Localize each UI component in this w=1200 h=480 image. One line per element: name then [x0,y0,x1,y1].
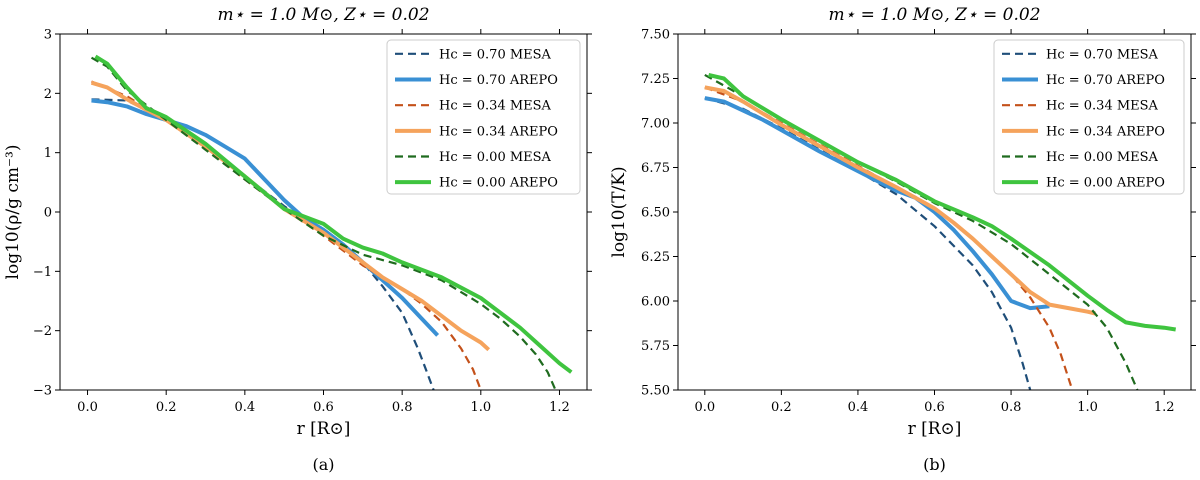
x-tick-label: 0.6 [313,400,334,415]
y-tick-label: 6.50 [641,206,670,221]
legend: Hc = 0.70 MESA Hc = 0.70 AREPO Hc = 0.34 M… [993,39,1185,195]
y-tick-label: 6.25 [641,250,670,265]
series-line-6 [708,72,1177,332]
series-line-6 [94,54,573,374]
panel-caption: (a) [312,455,334,474]
series-line-1 [91,98,435,390]
x-tick-label: 1.2 [549,400,570,415]
series-line-1 [704,97,1032,390]
x-axis-label: r [R⊙] [297,419,351,439]
legend-label-4: Hc = 0.34 AREPO [1046,124,1165,139]
panel-caption: (b) [923,455,946,474]
panel-title: m⋆ = 1.0 M⊙, Z⋆ = 0.02 [828,5,1040,25]
y-tick-label: 1 [44,146,52,161]
panel-title: m⋆ = 1.0 M⊙, Z⋆ = 0.02 [217,5,429,25]
y-tick-label: 2 [44,87,52,102]
x-tick-label: 0.0 [77,400,98,415]
x-tick-label: 0.6 [924,400,945,415]
legend-label-6: Hc = 0.00 AREPO [1046,176,1165,191]
y-tick-label: −3 [33,384,52,399]
x-tick-label: 1.0 [1077,400,1098,415]
density-panel: 0.0 0.2 0.4 0.6 0.8 1.0 1.2 −3 −2 −1 0 1 2 3 m⋆ = 1.0 … [3,5,592,474]
x-axis-label: r [R⊙] [908,419,962,439]
legend-label-2: Hc = 0.70 AREPO [1046,73,1165,88]
legend-label-3: Hc = 0.34 MESA [1046,99,1159,114]
y-tick-label: 7.00 [641,117,670,132]
x-tick-label: 1.0 [470,400,491,415]
series-line-4 [704,85,1096,316]
legend-label-4: Hc = 0.34 AREPO [439,124,558,139]
legend: Hc = 0.70 MESA Hc = 0.70 AREPO Hc = 0.34 M… [386,39,581,195]
x-tick-label: 0.4 [234,400,255,415]
legend-label-5: Hc = 0.00 MESA [1046,150,1159,165]
legend-box [993,39,1185,195]
y-tick-label: 7.25 [641,72,670,87]
y-axis-label: log10(T/K) [609,166,629,257]
x-tick-label: 0.8 [1001,400,1022,415]
y-tick-label: 3 [44,28,52,43]
x-tick-label: 0.8 [392,400,413,415]
y-tick-label: 6.75 [641,161,670,176]
legend-label-1: Hc = 0.70 MESA [439,47,552,62]
x-tick-label: 0.2 [771,400,792,415]
legend-label-3: Hc = 0.34 MESA [439,99,552,114]
y-tick-label: 0 [44,206,52,221]
series-line-2 [91,98,440,337]
x-tick-label: 0.0 [694,400,715,415]
y-tick-label: 5.75 [641,339,670,354]
x-tick-label: 0.2 [156,400,177,415]
legend-box [386,39,581,195]
temperature-panel: 0.0 0.2 0.4 0.6 0.8 1.0 1.2 5.50 5.75 6.00 6.25 6.5… [609,5,1196,474]
y-axis-label: log10(ρ/g cm⁻³) [3,145,23,280]
y-tick-label: −2 [33,324,52,339]
legend-label-5: Hc = 0.00 MESA [439,150,552,165]
legend-label-2: Hc = 0.70 AREPO [439,73,558,88]
y-tick-label: 5.50 [641,384,670,399]
legend-label-6: Hc = 0.00 AREPO [439,176,558,191]
y-tick-label: −1 [33,265,52,280]
y-tick-label: 7.50 [641,28,670,43]
legend-label-1: Hc = 0.70 MESA [1046,47,1159,62]
y-tick-label: 6.00 [641,295,670,310]
x-tick-label: 1.2 [1154,400,1175,415]
x-tick-label: 0.4 [848,400,869,415]
